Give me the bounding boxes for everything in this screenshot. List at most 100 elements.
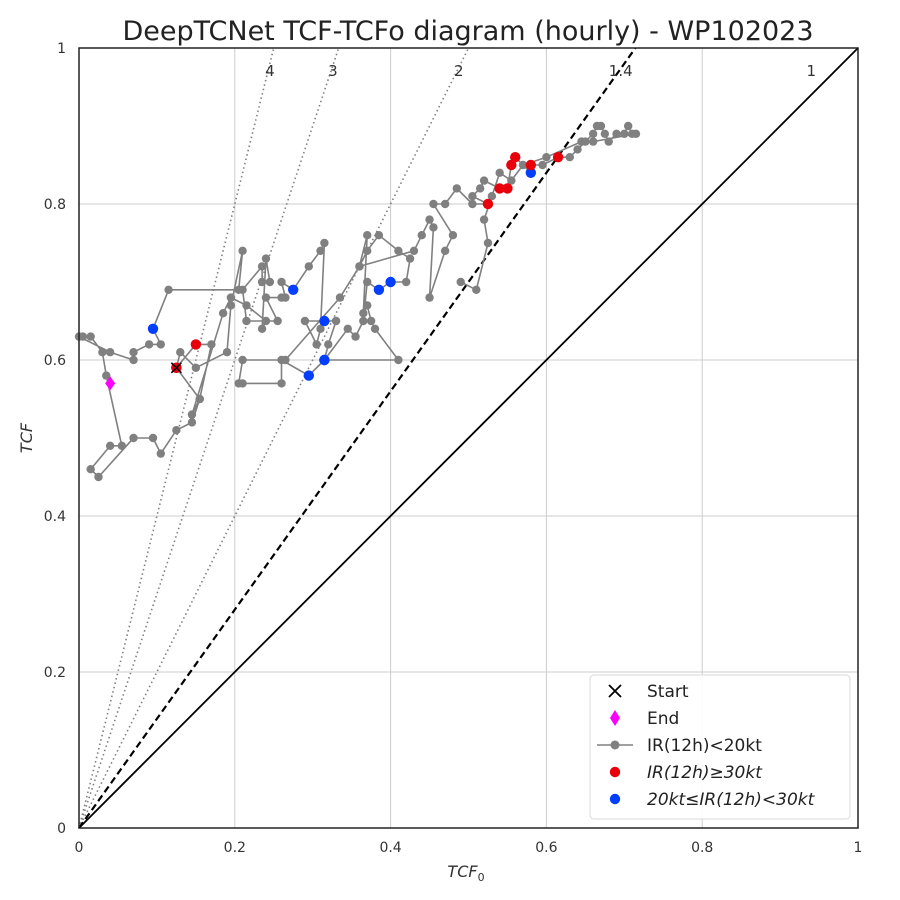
track-point: [222, 348, 232, 357]
track-point: [261, 293, 271, 302]
track-point: [187, 410, 197, 419]
legend-label-end: End: [647, 709, 679, 729]
ratio-line-1: [78, 47, 859, 829]
track-point: [479, 215, 489, 224]
track-point: [588, 129, 598, 138]
track-point: [304, 262, 314, 271]
track-line: [78, 125, 637, 478]
legend-weak-dot-icon: [610, 740, 620, 750]
track-point: [234, 379, 243, 388]
track-point: [94, 472, 103, 482]
track-point: [429, 223, 438, 232]
track-point: [577, 137, 586, 146]
track-point: [518, 160, 528, 170]
rapid-point: [502, 183, 513, 194]
track-point: [468, 199, 477, 209]
ratio-label-1.4: 1.4: [609, 62, 633, 80]
track-point: [542, 153, 551, 162]
rapid-point: [482, 198, 494, 210]
track-point: [316, 324, 325, 333]
track-point: [363, 231, 372, 240]
x-tick-label: 0.8: [691, 840, 713, 856]
track-point: [195, 394, 204, 404]
start-marker: [170, 362, 182, 374]
track-point: [242, 316, 251, 326]
ratio-label-3: 3: [328, 62, 338, 80]
legend: Start End IR(12h)<20kt IR(12h)≥30kt 20kt≤IR(…: [589, 674, 851, 820]
track-point: [226, 301, 236, 310]
reference-lines: 4 3 2 1.4 1: [78, 47, 859, 829]
track-point: [164, 285, 173, 294]
track-point: [265, 277, 275, 287]
track-point: [631, 129, 641, 138]
track-point: [331, 316, 341, 326]
legend-label-rapid: IR(12h)≥30kt: [647, 763, 763, 783]
track-point: [452, 184, 462, 193]
ratio-line-2: [78, 47, 470, 829]
moderate-point: [147, 323, 159, 334]
track-point: [620, 129, 629, 138]
moderate-point: [525, 167, 537, 178]
track-point: [538, 160, 547, 170]
y-tick-label: 0.6: [44, 353, 66, 369]
track-point: [105, 441, 115, 450]
legend-label-moderate: 20kt≤IR(12h)<30kt: [647, 790, 816, 810]
track-point: [129, 348, 138, 357]
track-point: [588, 137, 598, 146]
track-point: [429, 199, 438, 209]
track-point: [117, 441, 127, 450]
track-point: [172, 426, 181, 435]
track-point: [359, 316, 368, 326]
track-point: [187, 418, 197, 427]
track-point: [242, 301, 251, 310]
rapid-point: [494, 183, 505, 194]
x-axis-label-subscript: 0: [478, 871, 485, 884]
moderate-point: [303, 370, 315, 381]
ratio-label-4: 4: [265, 62, 275, 80]
rapid-point: [506, 159, 517, 171]
track-point: [507, 176, 516, 185]
track-point: [472, 285, 481, 294]
track-point: [483, 238, 493, 248]
track-point: [257, 262, 267, 271]
track-point: [487, 192, 497, 201]
track-point: [425, 215, 434, 224]
track: [78, 125, 637, 478]
track-point: [156, 449, 165, 458]
ratio-label-2: 2: [454, 62, 464, 80]
legend-label-weak: IR(12h)<20kt: [647, 736, 762, 756]
track-point: [238, 285, 247, 294]
y-tick-label: 0: [57, 821, 66, 837]
track-point: [359, 309, 368, 318]
ticks: 0 0.2 0.4 0.6 0.8 1 0 0.2 0.4 0.6 0.8 1: [44, 41, 863, 856]
track-point: [623, 121, 633, 131]
track-point: [102, 371, 111, 380]
track-point: [129, 355, 138, 365]
track-point: [440, 246, 450, 255]
track-point: [351, 332, 360, 341]
y-tick-label: 0.8: [44, 197, 66, 213]
track-point: [596, 121, 606, 131]
track-point: [394, 355, 403, 365]
x-tick-label: 1: [854, 840, 863, 856]
end-marker: [105, 376, 116, 391]
legend-end-icon: [610, 710, 620, 726]
track-point: [440, 199, 450, 209]
x-axis-label-main: TCF: [447, 862, 478, 881]
track-point: [409, 246, 419, 255]
track-point: [573, 145, 582, 154]
track-point: [277, 277, 286, 287]
track-point: [394, 246, 403, 255]
plot-frame: [78, 47, 859, 829]
track-point: [324, 340, 333, 349]
x-tick-label: 0: [75, 840, 84, 856]
rapid-point: [552, 152, 564, 163]
track-point: [281, 293, 290, 302]
legend-start-icon: [608, 684, 622, 698]
track-point: [401, 277, 411, 287]
track-point: [105, 348, 115, 357]
y-tick-label: 0.2: [44, 665, 66, 681]
track-point: [148, 433, 158, 443]
track-point: [604, 137, 613, 146]
